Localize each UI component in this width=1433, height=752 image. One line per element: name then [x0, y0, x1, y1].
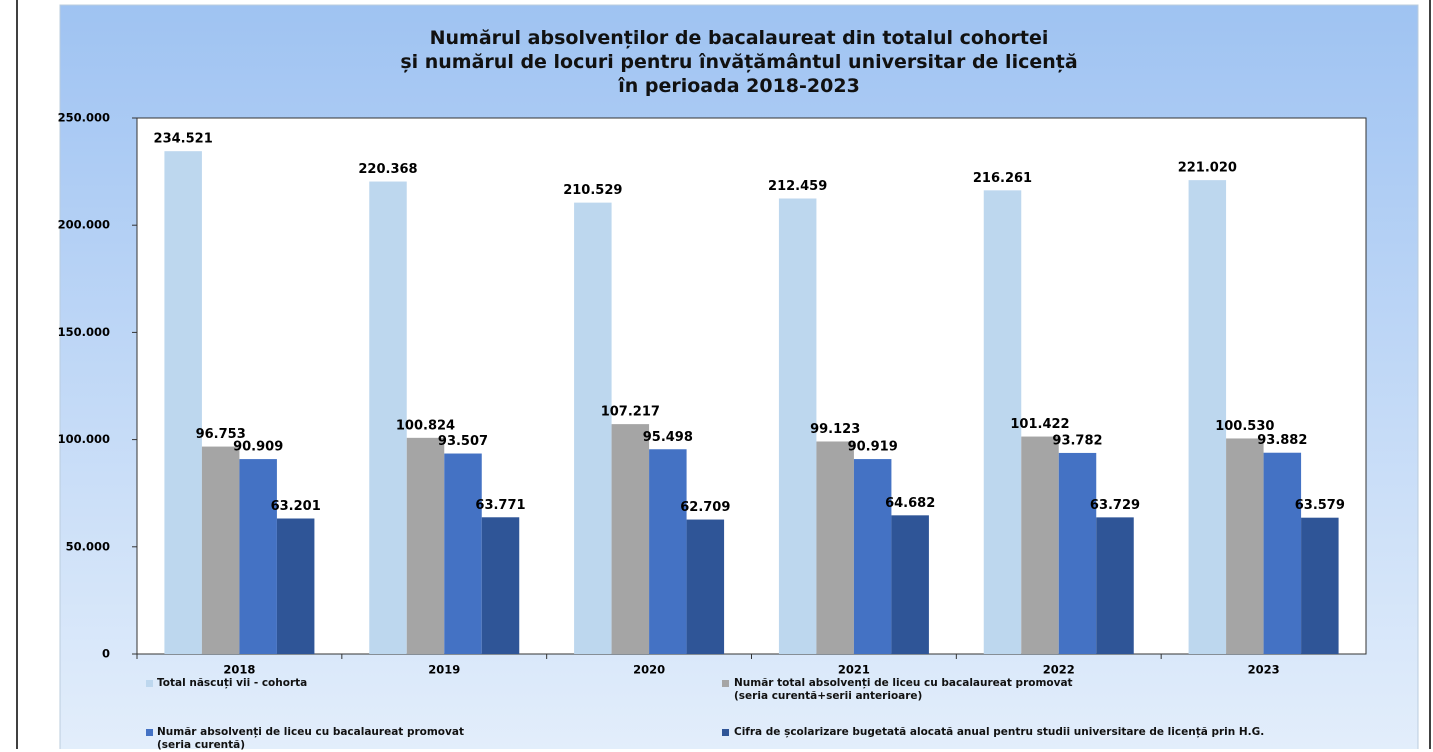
data-label: 95.498: [643, 430, 693, 445]
bar: [816, 441, 854, 654]
bar: [686, 519, 725, 654]
legend-label: Număr total absolvenți de liceu cu bacal…: [734, 677, 1073, 702]
legend-swatch: [722, 729, 729, 736]
bar: [574, 202, 612, 654]
data-label: 64.682: [885, 496, 935, 511]
legend-label: Număr absolvenți de liceu cu bacalaureat…: [157, 726, 464, 751]
bar: [1058, 452, 1097, 654]
bar: [983, 190, 1022, 654]
legend-swatch: [722, 680, 729, 687]
bar: [891, 515, 929, 654]
data-label: 100.530: [1215, 419, 1274, 434]
legend-label: Cifra de școlarizare bugetată alocată an…: [734, 726, 1265, 738]
data-label: 220.368: [358, 162, 417, 177]
plot-area: [136, 117, 1367, 655]
y-tick-label: 250.000: [58, 111, 110, 125]
bar: [164, 151, 202, 654]
data-label: 96.753: [196, 427, 246, 442]
data-label: 212.459: [768, 179, 827, 194]
legend-swatch: [146, 729, 153, 736]
legend-swatch: [146, 680, 153, 687]
data-label: 90.909: [233, 440, 283, 455]
y-tick-label: 100.000: [58, 432, 110, 446]
x-tick-label: 2023: [1248, 663, 1280, 677]
data-label: 62.709: [680, 500, 730, 515]
bar: [239, 459, 277, 654]
data-label: 99.123: [810, 422, 860, 437]
bar: [611, 424, 650, 654]
data-label: 100.824: [396, 418, 455, 433]
data-label: 101.422: [1010, 417, 1069, 432]
bar: [649, 449, 687, 654]
bar: [1021, 436, 1059, 654]
y-tick-label: 150.000: [58, 325, 110, 339]
data-label: 63.579: [1295, 498, 1345, 513]
data-label: 107.217: [601, 405, 660, 420]
bar: [778, 198, 817, 654]
data-label: 210.529: [563, 183, 622, 198]
x-tick-label: 2021: [838, 663, 870, 677]
data-label: 90.919: [848, 440, 898, 455]
data-label: 216.261: [973, 171, 1032, 186]
bar: [406, 437, 445, 654]
y-tick-label: 0: [102, 647, 110, 661]
data-label: 63.201: [271, 499, 321, 514]
legend-label: Total născuți vii - cohorta: [157, 677, 308, 689]
data-label: 221.020: [1178, 161, 1237, 176]
bar: [1226, 438, 1264, 654]
bar: [1263, 452, 1302, 654]
data-label: 93.507: [438, 434, 488, 449]
x-tick-label: 2019: [428, 663, 460, 677]
x-tick-label: 2020: [633, 663, 665, 677]
bar: [201, 446, 240, 654]
y-tick-label: 200.000: [58, 218, 110, 232]
bar: [1188, 180, 1227, 654]
data-label: 63.771: [475, 498, 525, 513]
x-tick-label: 2018: [223, 663, 255, 677]
bar: [1096, 517, 1134, 654]
x-tick-label: 2022: [1043, 663, 1075, 677]
bar: [369, 181, 407, 654]
data-label: 93.882: [1257, 433, 1307, 448]
bar: [444, 453, 482, 654]
chart-title: Numărul absolvenților de bacalaureat din…: [400, 27, 1078, 97]
bar: [853, 459, 892, 654]
bar: [1301, 517, 1339, 654]
data-label: 234.521: [154, 132, 213, 147]
bar: [481, 517, 520, 654]
y-tick-label: 50.000: [66, 539, 110, 553]
data-label: 93.782: [1052, 433, 1102, 448]
bar: [276, 518, 315, 654]
data-label: 63.729: [1090, 498, 1140, 513]
